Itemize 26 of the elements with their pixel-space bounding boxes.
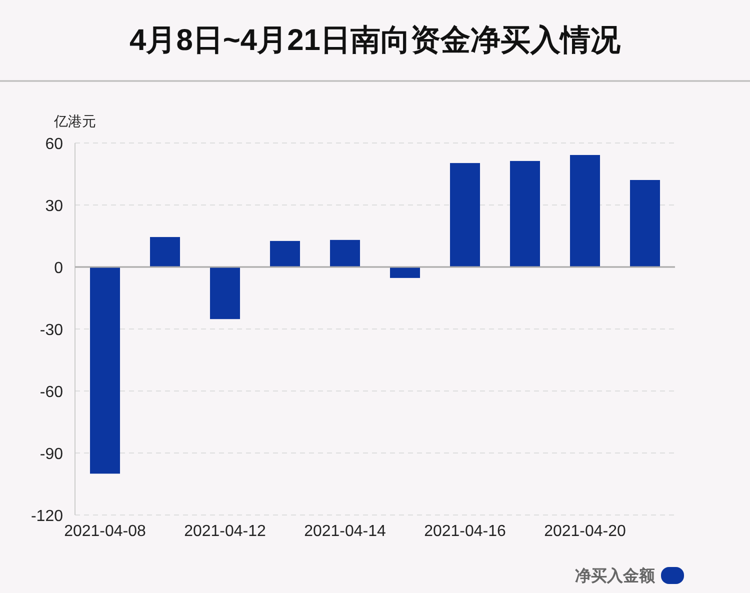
legend: 净买入金额 — [575, 567, 684, 585]
chart-title: 4月8日~4月21日南向资金净买入情况 — [130, 24, 622, 57]
bar — [390, 267, 420, 278]
y-tick-label: 0 — [54, 260, 64, 277]
y-axis-title: 亿港元 — [53, 113, 96, 129]
y-tick-label: -120 — [30, 508, 64, 525]
bar — [210, 267, 240, 320]
y-tick-label: -90 — [40, 446, 64, 463]
bar — [270, 240, 300, 267]
bar — [150, 237, 180, 267]
x-tick-label: 2021-04-12 — [184, 523, 266, 540]
bar — [450, 163, 480, 267]
x-tick-label: 2021-04-16 — [424, 523, 506, 540]
y-tick-label: -30 — [40, 322, 64, 339]
y-tick-label: 30 — [45, 198, 64, 215]
y-tick-label: -60 — [40, 384, 64, 401]
x-tick-label: 2021-04-14 — [304, 523, 386, 540]
bar — [510, 160, 540, 267]
y-tick-label: 60 — [45, 136, 64, 153]
bar — [330, 240, 360, 267]
bar — [630, 180, 660, 267]
bar — [570, 154, 600, 267]
legend-label: 净买入金额 — [575, 567, 656, 585]
x-tick-label: 2021-04-20 — [544, 523, 626, 540]
x-tick-label: 2021-04-08 — [64, 523, 146, 540]
bar — [90, 267, 120, 474]
